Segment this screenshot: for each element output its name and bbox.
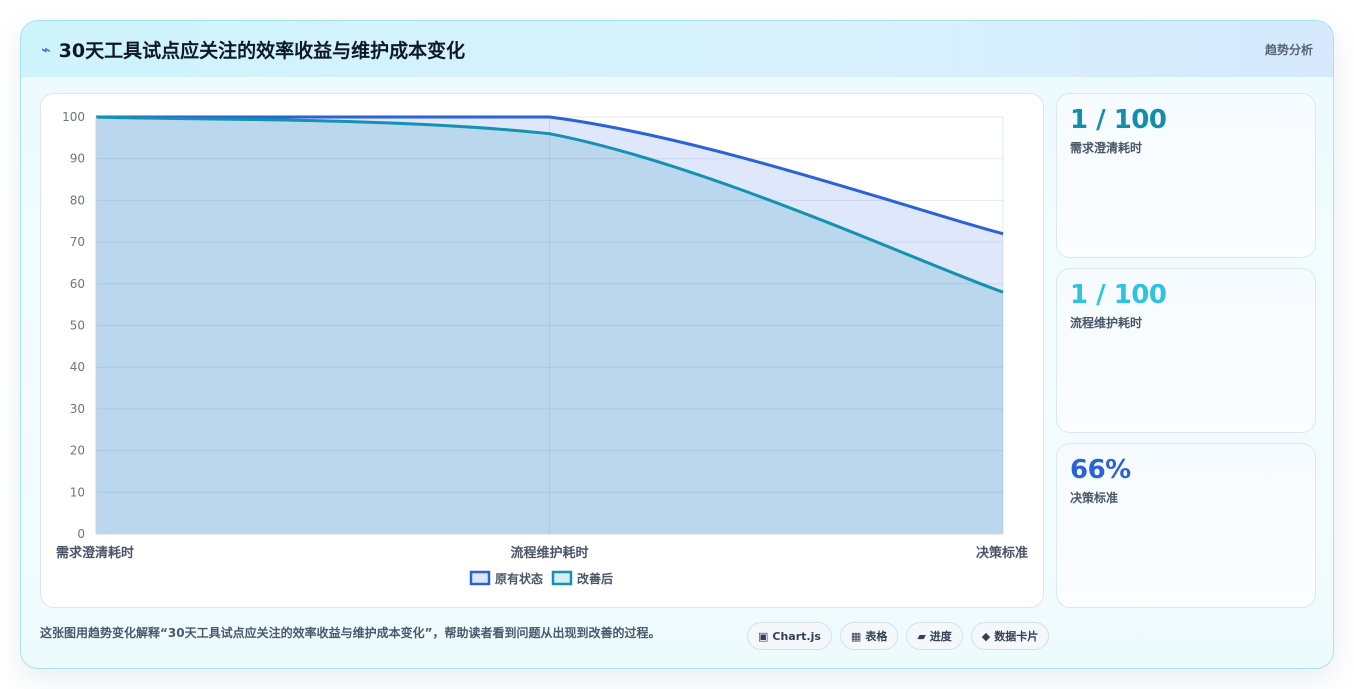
legend-swatch-2	[551, 570, 573, 586]
bolt-icon: ⌁	[41, 39, 51, 59]
area-chart: 0 10 20 30 40 50 60 70 80 90 100 需求澄清耗时 流程维护耗时 决策标准原有…	[56, 110, 1028, 586]
x-tick-label: 需求澄清耗时	[56, 545, 134, 561]
chip-table[interactable]: ▦ 表格	[839, 622, 899, 650]
y-tick-label: 0	[77, 527, 85, 541]
y-tick-label: 50	[70, 319, 85, 333]
chart-icon: ▣	[758, 629, 769, 643]
legend-label-1: 原有状态	[495, 571, 543, 586]
chip-data-card[interactable]: ◆ 数据卡片	[970, 622, 1050, 650]
kpi-card-2: 1 / 100 流程维护耗时	[1056, 268, 1316, 433]
chart-caption: 这张图用趋势变化解释“30天工具试点应关注的效率收益与维护成本变化”，帮助读者看…	[40, 626, 661, 640]
y-tick-label: 10	[70, 485, 85, 499]
chip-label: 数据卡片	[994, 630, 1039, 643]
y-tick-label: 60	[70, 277, 85, 291]
kpi-value: 1 / 100	[1070, 105, 1167, 135]
chip-chartjs[interactable]: ▣ Chart.js	[747, 622, 832, 650]
table-icon: ▦	[850, 629, 862, 643]
page-title: 30天工具试点应关注的效率收益与维护成本变化	[58, 39, 466, 62]
progress-icon: ▰	[917, 629, 926, 643]
y-tick-label: 70	[70, 235, 85, 249]
chart-panel: 0 10 20 30 40 50 60 70 80 90 100 需求澄清耗时 流程维护耗时 决策标准原有…	[40, 93, 1044, 608]
y-tick-label: 80	[70, 193, 85, 207]
diamond-icon: ◆	[981, 629, 991, 643]
y-tick-label: 20	[70, 444, 85, 458]
main-card: ⌁ 30天工具试点应关注的效率收益与维护成本变化 趋势分析 0 10 20 30 40 5…	[20, 20, 1334, 669]
x-tick-label: 决策标准	[976, 545, 1028, 561]
kpi-value: 66%	[1070, 455, 1131, 485]
series-line-2	[95, 115, 1004, 294]
y-tick-label: 100	[62, 110, 85, 124]
kpi-label: 需求澄清耗时	[1070, 141, 1143, 155]
kpi-label: 决策标准	[1070, 491, 1119, 505]
chip-progress[interactable]: ▰ 进度	[906, 622, 963, 650]
header: ⌁ 30天工具试点应关注的效率收益与维护成本变化 趋势分析	[21, 21, 1333, 77]
y-tick-label: 30	[70, 402, 85, 416]
series-line-1	[96, 115, 1004, 236]
x-tick-label: 流程维护耗时	[510, 545, 588, 561]
kpi-label: 流程维护耗时	[1070, 316, 1143, 330]
y-tick-label: 40	[70, 360, 85, 374]
kpi-value: 1 / 100	[1070, 280, 1167, 310]
legend-swatch-1	[469, 570, 491, 586]
y-tick-label: 90	[70, 152, 85, 166]
chip-label: Chart.js	[772, 629, 821, 643]
trend-tag: 趋势分析	[1264, 42, 1313, 57]
chip-label: 表格	[865, 630, 888, 643]
kpi-card-3: 66% 决策标准	[1056, 443, 1316, 608]
series-area-2	[96, 117, 1003, 534]
legend-label-2: 改善后	[577, 571, 613, 586]
chip-list: ▣ Chart.js ▦ 表格 ▰ 进度 ◆ 数据卡片	[747, 622, 1050, 650]
kpi-card-1: 1 / 100 需求澄清耗时	[1056, 93, 1316, 258]
chip-label: 进度	[929, 630, 952, 643]
series-area-1	[96, 117, 1003, 534]
